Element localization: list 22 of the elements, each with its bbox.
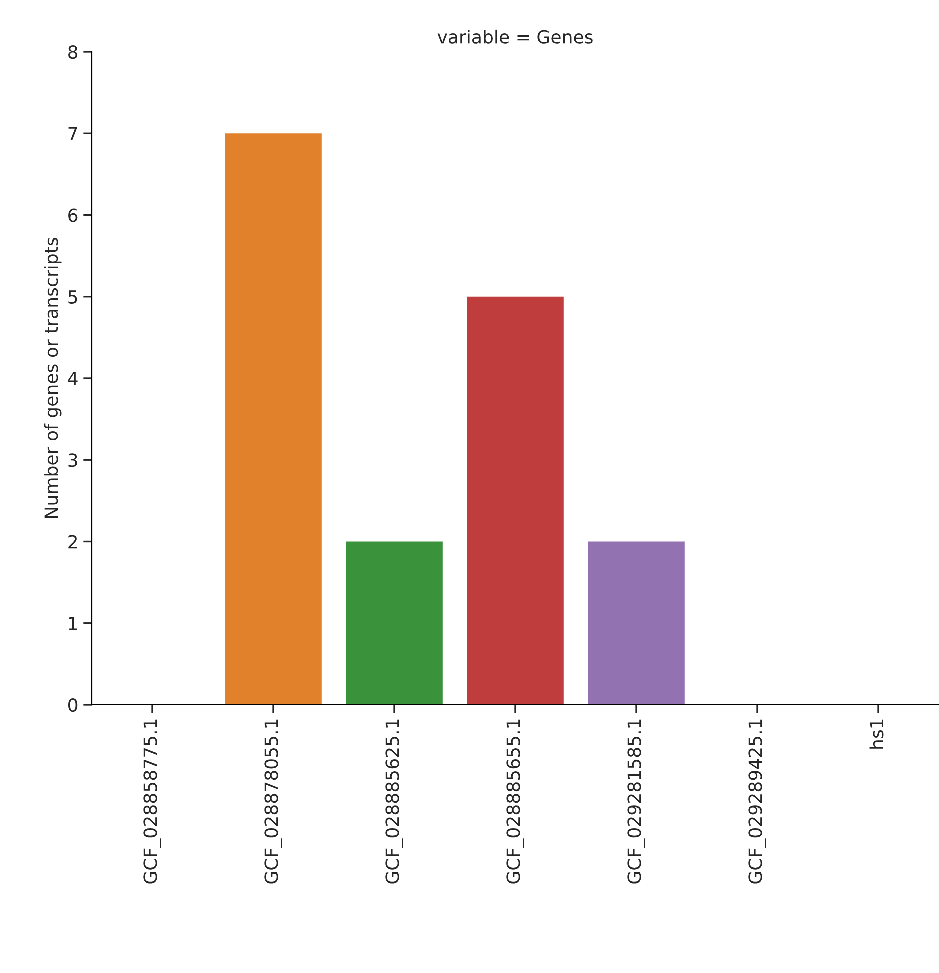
y-tick-label: 6: [68, 208, 78, 222]
x-tick-label: GCF_028858775.1: [144, 720, 162, 884]
x-tick-label: GCF_029289425.1: [748, 720, 766, 884]
y-tick-label: 3: [68, 454, 78, 468]
y-tick-label: 7: [68, 127, 78, 140]
y-tick-label: 5: [68, 290, 78, 304]
y-axis-title: Number of genes or transcripts: [44, 238, 62, 518]
chart-title: variable = Genes: [438, 30, 593, 44]
x-tick-label: GCF_028878055.1: [264, 720, 282, 884]
bar: [225, 134, 322, 705]
x-tick-label: hs1: [870, 720, 884, 749]
y-tick-label: 4: [68, 372, 78, 386]
bar: [346, 542, 443, 705]
x-tick-label: GCF_029281585.1: [628, 720, 646, 884]
y-tick-label: 8: [68, 45, 78, 60]
bar: [467, 296, 564, 705]
bar: [588, 542, 685, 705]
x-tick-label: GCF_028885655.1: [506, 720, 524, 884]
x-tick-label: GCF_028885625.1: [386, 720, 404, 884]
y-tick-label: 2: [68, 535, 77, 549]
y-tick-label: 1: [69, 617, 78, 630]
y-tick-label: 0: [68, 698, 78, 712]
